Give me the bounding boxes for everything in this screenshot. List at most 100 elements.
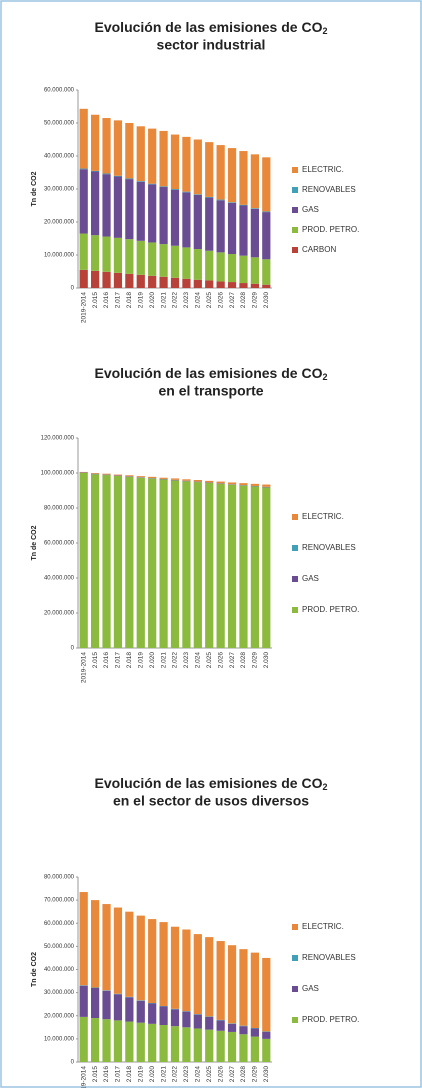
bar-segment [227,282,237,288]
bar-segment [148,275,157,288]
y-axis-label: Tn de CO2 [31,171,38,206]
bar-segment [125,997,134,1022]
bar-segment [227,202,237,203]
bar-segment [205,480,214,483]
bar-segment [239,949,248,1026]
bar-segment [136,1000,145,1023]
bar-segment [136,274,145,288]
x-tick-label: 2.021 [160,1066,167,1083]
bar-segment [170,189,180,246]
bar-segment [239,151,248,205]
bar-segment [250,208,259,209]
bar-segment [205,142,214,197]
x-tick-label: 2.018 [126,1066,133,1083]
legend-label: ELECTRIC. [302,922,344,931]
legend-label: CARBON [302,245,336,254]
bar-segment [205,937,214,1017]
bar-segment [159,1025,168,1062]
bar-segment [182,136,191,192]
y-tick-label: 40.000.000 [44,576,75,582]
bar-segment [250,208,259,258]
bar-segment [91,270,100,288]
bar-segment [262,487,271,648]
legend-swatch [292,607,298,613]
chart-subtitle: en el sector de usos diversos [113,793,309,809]
y-tick-label: 50.000.000 [44,944,75,950]
y-tick-label: 20.000.000 [44,220,75,226]
legend-label: PROD. PETRO. [302,1015,359,1024]
bar-segment [170,1026,180,1062]
bar-segment [250,283,259,288]
bar-segment [148,919,157,1004]
bar-segment [148,128,157,184]
x-tick-label: 2.022 [172,652,179,669]
x-tick-label: 2.029 [252,652,259,669]
bar-segment [91,170,100,172]
y-axis-label: Tn de CO2 [31,525,38,560]
x-tick-label: 2.023 [183,1066,190,1083]
bar-segment [216,199,225,201]
x-tick-label: 2.030 [263,292,270,309]
bar-segment [91,474,100,648]
bar-segment [159,187,168,245]
bar-segment [227,484,237,648]
bar-segment [148,184,157,243]
x-tick-label: 2.028 [240,1066,247,1083]
x-tick-label: 2.026 [217,652,224,669]
bar-segment [227,254,237,283]
bar-segment [125,911,134,997]
bar-segment [113,120,123,176]
chart-title-subscript: 2 [322,782,327,792]
bar-segment [193,194,202,195]
bar-segment [182,1011,191,1028]
bar-segment [182,247,191,279]
x-tick-label: 2.017 [115,1066,122,1083]
bar-segment [205,1029,214,1062]
bar-segment [159,479,168,648]
bar-segment [239,255,248,284]
bar-segment [170,480,180,648]
bar-segment [250,952,259,1029]
legend-swatch [292,247,298,253]
bar-segment [79,1016,88,1062]
chart-title-subscript: 2 [322,372,327,382]
x-tick-label: 2.023 [183,652,190,669]
bar-segment [102,236,111,272]
bar-segment [125,178,134,180]
x-tick-label: 2.016 [103,652,110,669]
bar-segment [262,212,271,260]
bar-segment [113,474,123,476]
bar-segment [262,957,271,1032]
chart-title-text: Evolución de las emisiones de CO [95,365,323,381]
x-tick-label: 2.017 [115,652,122,669]
x-tick-label: 2.018 [126,292,133,309]
bar-segment [113,907,123,994]
x-tick-label: 2.024 [195,652,202,669]
y-tick-label: 40.000.000 [44,154,75,160]
x-tick-label: 2.016 [103,292,110,309]
bar-segment [113,175,123,177]
bar-segment [125,1021,134,1062]
bar-segment [148,478,157,648]
bar-segment [216,1020,225,1031]
legend-label: GAS [302,984,319,993]
x-tick-label: 2.026 [217,292,224,309]
bar-segment [193,1014,202,1029]
bar-segment [136,477,145,648]
bar-segment [239,205,248,256]
x-tick-label: 2.026 [217,1066,224,1083]
bar-segment [91,988,100,1019]
bar-segment [216,281,225,288]
x-tick-label: 2.020 [149,652,156,669]
bar-segment [148,476,157,479]
legend-swatch [292,986,298,992]
bar-segment [170,478,180,480]
bar-segment [205,197,214,251]
y-tick-label: 10.000.000 [44,1036,75,1042]
bar-segment [102,904,111,991]
bar-segment [227,202,237,255]
x-tick-label: 2.019 [137,1066,144,1083]
bar-segment [227,148,237,203]
bar-segment [193,482,202,648]
bar-segment [193,480,202,482]
